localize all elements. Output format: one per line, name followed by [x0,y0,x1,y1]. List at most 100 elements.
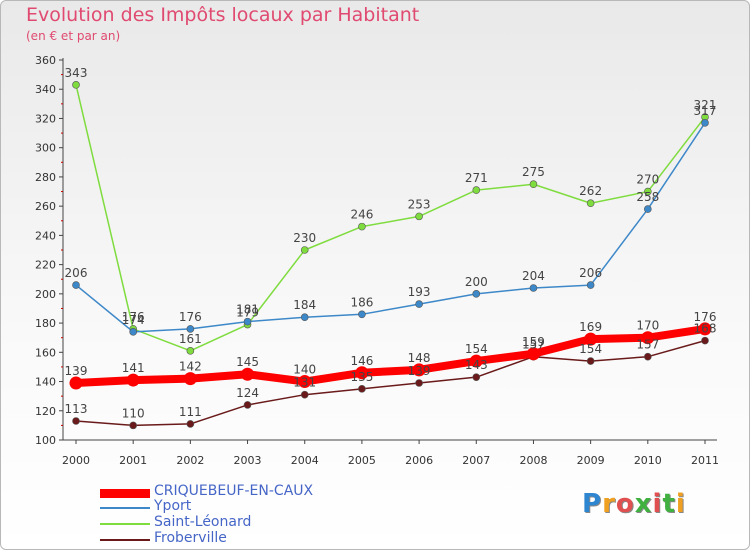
data-point [586,199,595,208]
data-point [584,332,598,346]
data-point [415,212,423,221]
data-label: 193 [408,285,431,299]
data-label: 141 [122,361,145,375]
data-label: 258 [636,190,659,204]
data-label: 159 [522,335,545,349]
legend-swatch [100,488,150,498]
data-label: 161 [179,332,202,346]
data-label: 246 [350,208,373,222]
x-tick-label: 2009 [577,454,605,467]
data-label: 143 [465,358,488,372]
data-point [415,300,423,308]
data-point [129,328,137,336]
data-point [586,281,595,289]
data-point [472,186,481,194]
x-tick-label: 2001 [119,454,147,467]
x-tick-label: 2008 [519,454,547,467]
legend-swatch [100,539,150,541]
y-tick-label: 100 [35,434,56,447]
x-tick-label: 2006 [405,454,433,467]
y-tick-label: 200 [35,288,56,301]
data-label: 170 [636,319,659,333]
x-tick-label: 2007 [462,454,490,467]
logo-letter: o [615,489,635,519]
legend-label: Saint-Léonard [154,514,252,530]
logo-letter: t [662,489,676,519]
logo-letter: r [602,489,616,519]
data-point [526,347,540,361]
data-point [641,331,655,345]
data-label: 131 [293,376,316,390]
chart-subtitle: (en € et par an) [26,29,121,43]
data-point [358,385,366,393]
data-label: 174 [122,313,145,327]
data-label: 271 [465,171,488,185]
y-tick-label: 320 [35,112,56,125]
data-label: 135 [350,370,373,384]
proxiti-logo: Proxiti [582,489,686,519]
legend-label: Froberville [154,530,227,546]
data-point [72,281,80,289]
data-label: 176 [122,310,145,324]
data-label: 157 [522,338,545,352]
data-label: 270 [636,173,659,187]
data-point [412,363,426,377]
data-label: 168 [694,322,717,336]
data-point [698,322,712,336]
x-tick-label: 2002 [176,454,204,467]
data-label: 262 [579,184,602,198]
legend-swatch [100,523,150,525]
data-label: 140 [293,363,316,377]
data-point [472,373,481,381]
data-point [529,180,538,189]
data-point [358,222,366,231]
series-line-criquebeuf-en-caux [72,324,709,387]
logo-letter: i [652,489,663,519]
logo-letter: i [675,489,686,519]
x-tick-label: 2011 [691,454,719,467]
data-point [186,347,195,355]
data-label: 145 [236,355,259,369]
y-tick-label: 300 [35,142,56,155]
series-line-yport [75,122,706,333]
y-tick-label: 360 [35,54,56,67]
data-point [472,290,481,298]
data-point [129,421,137,430]
data-point [300,390,309,399]
data-point [298,375,312,389]
logo-letter: P [582,489,603,519]
data-point [644,187,652,196]
data-point [586,357,595,365]
data-point [355,366,369,380]
data-point [358,310,366,319]
data-point [300,313,309,322]
data-label: 169 [579,320,602,334]
data-point [69,376,83,390]
y-tick-label: 220 [35,259,56,272]
data-point [72,81,80,89]
data-label: 275 [522,165,545,179]
data-label: 154 [465,342,488,356]
data-label: 317 [694,104,717,118]
data-label: 230 [293,231,316,245]
data-point [469,354,483,368]
data-label: 176 [179,310,202,324]
data-point [183,372,197,386]
data-label: 184 [293,298,316,312]
y-tick-label: 240 [35,229,56,242]
x-tick-label: 2000 [62,454,90,467]
data-label: 200 [465,275,488,289]
data-point [72,417,80,425]
data-label: 176 [694,310,717,324]
data-label: 124 [236,386,259,400]
chart-title: Evolution des Impôts locaux par Habitant [26,4,420,26]
data-label: 181 [236,303,259,317]
series-line-saint-l-onard [75,84,706,352]
x-tick-label: 2004 [291,454,319,467]
y-tick-label: 160 [35,346,56,359]
series-line-froberville [75,339,706,427]
data-label: 206 [65,266,88,280]
y-tick-label: 140 [35,376,56,389]
data-label: 343 [65,66,88,80]
